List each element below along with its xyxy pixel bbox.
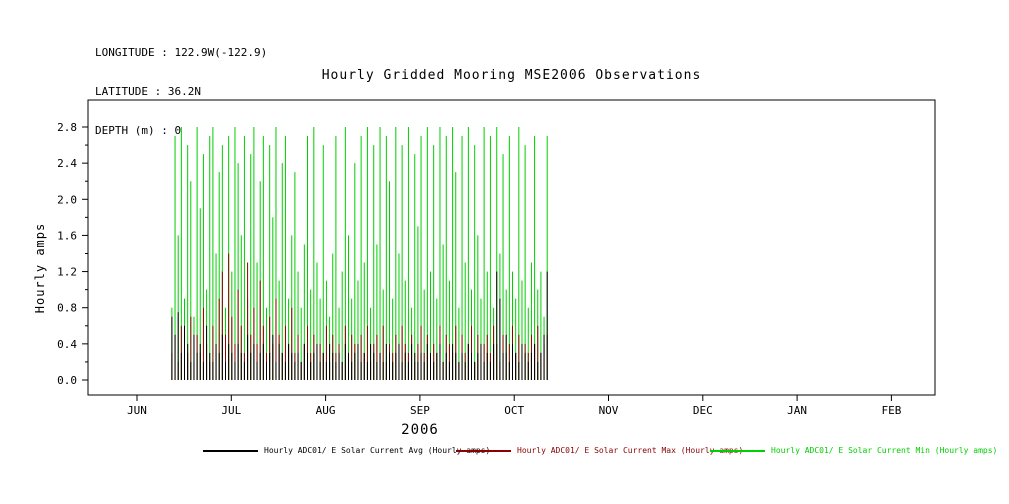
legend-item-avg: Hourly ADC01/ E Solar Current Avg (Hourl…: [203, 446, 490, 455]
svg-text:OCT: OCT: [504, 404, 524, 417]
y-axis: 0.0 0.4 0.8 1.2 1.6 2.0 2.4 2.8: [57, 121, 88, 387]
svg-text:AUG: AUG: [316, 404, 336, 417]
axes-frame: [87, 99, 936, 396]
svg-text:SEP: SEP: [410, 404, 430, 417]
svg-text:2.4: 2.4: [57, 157, 77, 170]
svg-text:0.4: 0.4: [57, 338, 77, 351]
svg-text:JUL: JUL: [221, 404, 241, 417]
depth-label: DEPTH (m) : 0: [95, 124, 182, 137]
station-metadata: LONGITUDE : 122.9W(-122.9) LATITUDE : 36…: [95, 20, 267, 163]
svg-text:2.8: 2.8: [57, 121, 77, 134]
legend-label-max: Hourly ADC01/ E Solar Current Max (Hourl…: [517, 446, 744, 455]
svg-text:0.0: 0.0: [57, 374, 77, 387]
svg-text:2.0: 2.0: [57, 193, 77, 206]
latitude-label: LATITUDE : 36.2N: [95, 85, 201, 98]
legend-item-max: Hourly ADC01/ E Solar Current Max (Hourl…: [456, 446, 743, 455]
legend-label-avg: Hourly ADC01/ E Solar Current Avg (Hourl…: [264, 446, 491, 455]
x-axis: JUN JUL AUG SEP OCT NOV DEC JAN FEB: [127, 395, 902, 417]
svg-text:JUN: JUN: [127, 404, 147, 417]
legend-line-max: [456, 449, 511, 452]
legend-label-min: Hourly ADC01/ E Solar Current Min (Hourl…: [771, 446, 998, 455]
svg-text:NOV: NOV: [599, 404, 619, 417]
x-axis-year-label: 2006: [401, 422, 439, 438]
svg-text:JAN: JAN: [787, 404, 807, 417]
svg-text:FEB: FEB: [881, 404, 901, 417]
legend-line-min: [710, 449, 765, 452]
longitude-label: LONGITUDE : 122.9W(-122.9): [95, 46, 268, 59]
svg-text:1.2: 1.2: [57, 266, 77, 279]
svg-text:1.6: 1.6: [57, 229, 77, 242]
legend-line-avg: [203, 449, 258, 452]
series-avg: [171, 271, 548, 380]
svg-text:0.8: 0.8: [57, 302, 77, 315]
legend-item-min: Hourly ADC01/ E Solar Current Min (Hourl…: [710, 446, 997, 455]
chart-title: Hourly Gridded Mooring MSE2006 Observati…: [321, 68, 702, 83]
svg-text:DEC: DEC: [693, 404, 713, 417]
